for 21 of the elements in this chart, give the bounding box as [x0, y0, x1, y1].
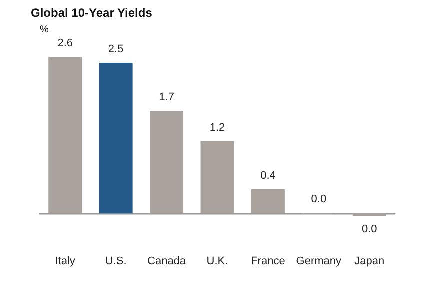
data-label: 1.7 — [159, 92, 174, 104]
data-label: 2.5 — [108, 44, 124, 56]
bar — [200, 141, 234, 214]
x-tick-label: Japan — [354, 256, 385, 268]
bar — [251, 190, 285, 214]
data-label: 1.2 — [210, 122, 226, 134]
x-tick-label: U.K. — [206, 256, 228, 268]
bar — [150, 111, 184, 214]
x-tick-label: U.S. — [105, 256, 127, 268]
x-tick-label: Italy — [55, 256, 76, 268]
data-label: 2.6 — [58, 38, 74, 50]
x-tick-label: Germany — [296, 256, 342, 268]
y-axis-title: % — [40, 24, 49, 36]
data-label: 0.0 — [311, 193, 327, 206]
x-tick-label: Canada — [148, 256, 187, 268]
data-label: 0.4 — [260, 170, 276, 182]
x-tick-label: France — [251, 256, 286, 268]
bar — [99, 63, 133, 214]
data-label: 0.0 — [362, 224, 378, 236]
chart-title: Global 10-Year Yields — [31, 6, 153, 20]
bar — [48, 57, 82, 214]
